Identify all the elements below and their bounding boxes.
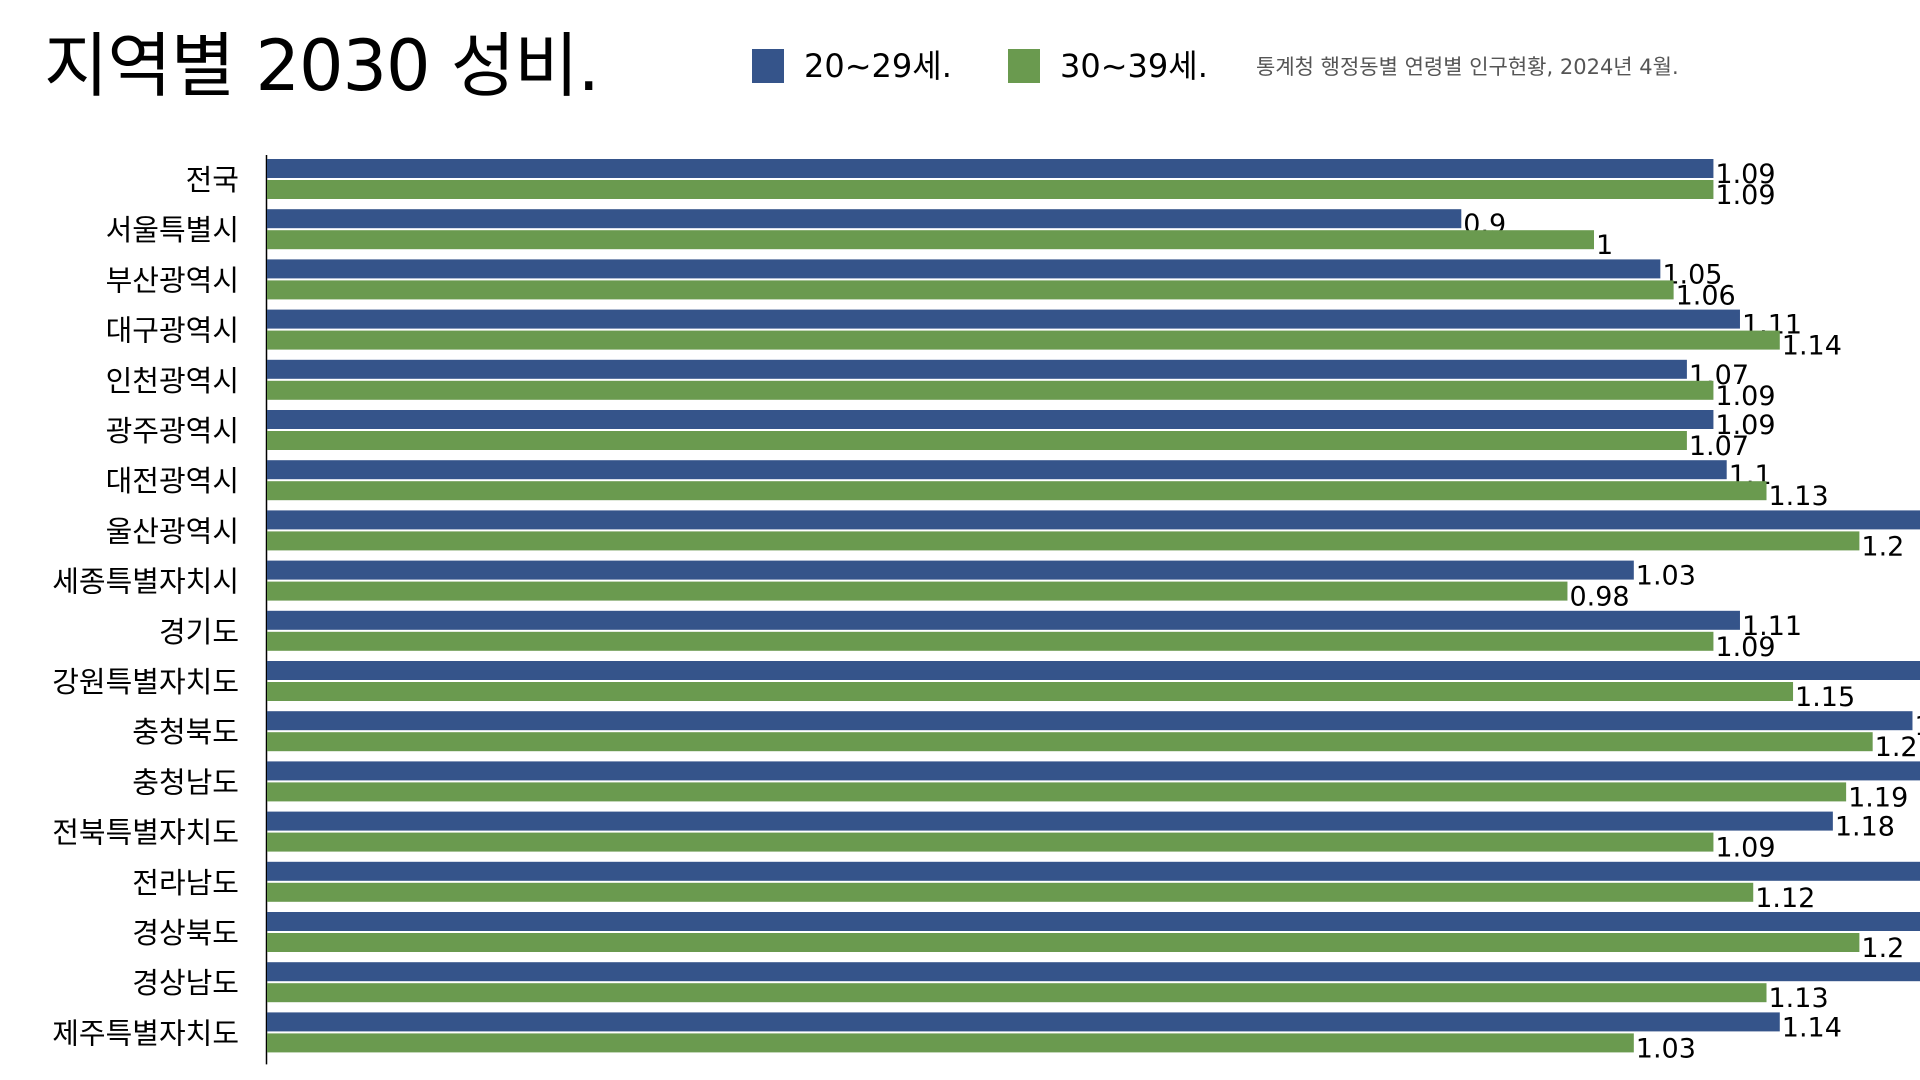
category-label: 전국 — [186, 163, 239, 197]
legend-label-20s: 20~29세. — [804, 47, 952, 85]
category-label: 전라남도 — [132, 866, 239, 900]
value-label-30s: 1.2 — [1861, 531, 1904, 562]
value-label-30s: 1.09 — [1715, 381, 1775, 412]
bar-30s — [267, 882, 1754, 902]
bar-30s — [267, 682, 1794, 701]
value-label-20s: 1.09 — [1715, 159, 1775, 190]
value-label-30s: 1.14 — [1782, 331, 1842, 362]
bar-30s — [267, 481, 1767, 501]
value-label-30s: 1.09 — [1715, 833, 1775, 864]
category-label: 서울특별시 — [106, 213, 239, 247]
bar-30s — [267, 832, 1714, 852]
legend-swatch-20s — [752, 49, 784, 83]
bar-30s — [267, 581, 1568, 601]
value-label-30s: 1.12 — [1755, 883, 1815, 914]
bar-30s — [267, 180, 1714, 199]
category-label: 경상남도 — [132, 966, 239, 1000]
value-label-30s: 1.09 — [1715, 632, 1775, 663]
bar-20s — [267, 560, 1634, 580]
category-label: 울산광역시 — [106, 514, 239, 548]
value-label-30s: 1.13 — [1769, 983, 1829, 1014]
bar-30s — [267, 631, 1714, 651]
bar-30s — [267, 732, 1873, 752]
category-label: 인천광역시 — [106, 364, 239, 398]
value-label-30s: 1.21 — [1875, 732, 1920, 763]
value-label-20s: 1.14 — [1782, 1012, 1842, 1043]
category-label: 광주광역시 — [106, 414, 239, 448]
category-label: 부산광역시 — [106, 263, 239, 297]
bar-20s — [267, 761, 1920, 781]
bar-30s — [267, 380, 1714, 400]
value-label-30s: 1.09 — [1715, 180, 1775, 211]
legend-swatch-30s — [1008, 49, 1040, 83]
source-note: 통계청 행정동별 연령별 인구현황, 2024년 4월. — [1256, 55, 1679, 79]
category-label: 세종특별자치시 — [52, 565, 239, 599]
bar-20s — [267, 209, 1462, 229]
bar-20s — [267, 861, 1920, 881]
bar-30s — [267, 280, 1674, 300]
value-label-20s: 1.18 — [1835, 812, 1895, 843]
value-label-30s: 1.03 — [1636, 1033, 1696, 1064]
bar-30s — [267, 230, 1594, 250]
bar-30s — [267, 983, 1767, 1003]
value-label-20s: 1.03 — [1636, 561, 1696, 592]
category-label: 대구광역시 — [106, 314, 239, 348]
bar-20s — [267, 259, 1661, 279]
bar-20s — [267, 460, 1727, 480]
value-label-20s: 1.09 — [1715, 410, 1775, 441]
category-label: 충청남도 — [132, 765, 239, 799]
bar-20s — [267, 159, 1714, 178]
value-label-30s: 1.06 — [1676, 280, 1736, 311]
value-label-20s: 1.24 — [1914, 711, 1920, 742]
value-label-30s: 0.98 — [1569, 582, 1629, 613]
bar-20s — [267, 1012, 1780, 1032]
value-label-30s: 1 — [1596, 230, 1613, 261]
category-label: 강원특별자치도 — [52, 665, 239, 699]
bar-30s — [267, 431, 1687, 450]
bar-20s — [267, 811, 1833, 831]
bar-30s — [267, 1033, 1634, 1053]
bar-20s — [267, 661, 1920, 680]
bar-20s — [267, 711, 1913, 731]
bar-20s — [267, 410, 1714, 429]
bar-30s — [267, 330, 1780, 350]
bar-30s — [267, 782, 1847, 802]
category-label: 충청북도 — [132, 715, 239, 749]
value-label-20s: 1.11 — [1742, 611, 1802, 642]
category-label: 경기도 — [159, 615, 239, 649]
bar-20s — [267, 962, 1920, 982]
value-label-30s: 1.13 — [1769, 481, 1829, 512]
value-label-30s: 1.19 — [1848, 782, 1908, 813]
legend-label-30s: 30~39세. — [1060, 47, 1208, 85]
legend-item-30s: 30~39세. — [1008, 44, 1208, 88]
value-label-30s: 1.2 — [1861, 933, 1904, 964]
legend-item-20s: 20~29세. — [752, 44, 952, 88]
bar-20s — [267, 309, 1740, 329]
bar-30s — [267, 933, 1860, 952]
value-label-30s: 1.15 — [1795, 682, 1855, 713]
bar-20s — [267, 610, 1740, 630]
bar-20s — [267, 510, 1920, 530]
category-label: 대전광역시 — [106, 464, 239, 498]
category-label: 제주특별자치도 — [52, 1016, 239, 1050]
bar-20s — [267, 912, 1920, 931]
chart-title: 지역별 2030 성비. — [44, 25, 600, 107]
bar-20s — [267, 359, 1687, 379]
value-label-30s: 1.07 — [1689, 431, 1749, 462]
bar-30s — [267, 531, 1860, 551]
category-label: 경상북도 — [132, 916, 239, 950]
category-label: 전북특별자치도 — [52, 816, 239, 850]
